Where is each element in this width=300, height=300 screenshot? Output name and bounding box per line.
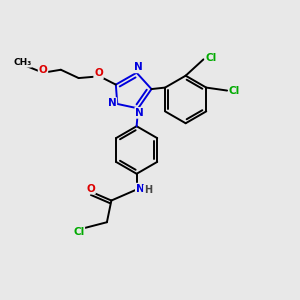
Text: N: N <box>108 98 116 108</box>
Text: N: N <box>136 184 145 194</box>
Text: N: N <box>134 62 142 72</box>
Text: CH₃: CH₃ <box>13 58 31 67</box>
Text: H: H <box>144 185 152 195</box>
Text: Cl: Cl <box>229 85 240 96</box>
Text: O: O <box>39 65 47 75</box>
Text: N: N <box>135 108 144 118</box>
Text: Cl: Cl <box>73 227 84 237</box>
Text: O: O <box>94 68 103 78</box>
Text: Cl: Cl <box>205 53 217 63</box>
Text: O: O <box>86 184 95 194</box>
